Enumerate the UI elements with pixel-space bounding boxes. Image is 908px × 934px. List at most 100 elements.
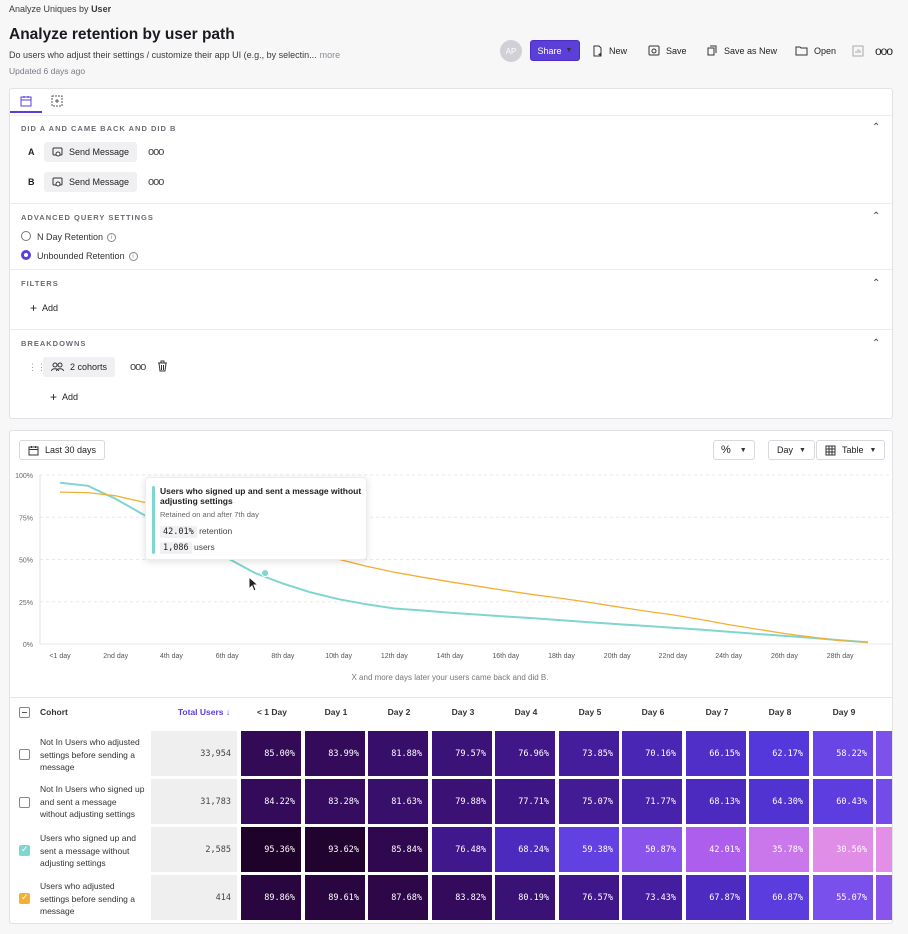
retention-cell[interactable]: 89.86% [241,875,301,920]
retention-cell[interactable]: 76.57% [559,875,619,920]
retention-cell[interactable]: 60.43% [813,779,873,824]
retention-cell[interactable]: 85.00% [241,731,301,776]
day-column-header[interactable]: Day 6 [641,707,665,717]
row-checkbox[interactable]: ✓ [19,892,30,904]
unbounded-retention-radio[interactable] [21,250,31,260]
breakdown-cohorts-chip[interactable]: 2 cohorts [43,357,116,377]
event-chip-b[interactable]: Send Message [44,172,138,192]
row-checkbox[interactable] [19,749,30,760]
day-column-header[interactable]: Day 5 [578,707,602,717]
retention-cell[interactable]: 93.62% [305,827,365,872]
save-as-new-button[interactable]: Save as New [707,40,777,61]
retention-cell[interactable]: 76.96% [495,731,555,776]
cohort-label[interactable]: Not In Users who signed up and sent a me… [40,784,145,819]
info-icon[interactable]: i [128,252,138,262]
add-filter-button[interactable]: + Add [30,301,59,315]
retention-cell[interactable]: 77.71% [495,779,555,824]
more-link[interactable]: more [319,50,341,60]
retention-cell[interactable]: 89.61% [305,875,365,920]
retention-cell[interactable]: 81.88% [368,731,428,776]
retention-cell[interactable]: 30.56% [813,827,873,872]
retention-cell[interactable]: 95.36% [241,827,301,872]
day-column-header[interactable]: Day 8 [768,707,792,717]
day-column-header[interactable]: Day 1 [324,707,348,717]
interval-select[interactable]: Day ▼ [768,440,815,460]
row-checkbox[interactable] [19,797,30,808]
select-tab[interactable] [51,95,63,110]
day-column-header[interactable]: Day 3 [451,707,475,717]
event-chip-a[interactable]: Send Message [44,142,138,162]
retention-cell[interactable]: 73.85% [559,731,619,776]
day-column-header[interactable]: < 1 Day [256,707,287,717]
retention-cell[interactable]: 83.99% [305,731,365,776]
query-builder: DID A AND CAME BACK AND DID B ⌃ A Send M… [9,88,893,419]
day-column-header[interactable]: Day 2 [387,707,411,717]
cohort-label[interactable]: Not In Users who adjusted settings befor… [40,737,140,772]
day-column-header[interactable]: Day 4 [514,707,538,717]
collapse-chevron-icon[interactable]: ⌃ [872,278,881,289]
retention-cell[interactable]: 83.82% [432,875,492,920]
new-button[interactable]: New [592,40,627,61]
cohort-label[interactable]: Users who adjusted settings before sendi… [40,881,135,916]
retention-cell[interactable]: 60.87% [749,875,809,920]
collapse-chevron-icon[interactable]: ⌃ [872,122,881,133]
retention-cell[interactable]: 81.63% [368,779,428,824]
retention-cell[interactable]: 84.22% [241,779,301,824]
retention-cell[interactable]: 70.16% [622,731,682,776]
trash-icon[interactable] [157,360,168,375]
total-users-column-header[interactable]: Total Users ↓ [177,707,231,717]
retention-cell[interactable]: 55.07% [813,875,873,920]
cohort-column-header[interactable]: Cohort [40,707,68,717]
retention-cell[interactable]: 75.07% [559,779,619,824]
drag-handle-icon[interactable]: ⋮⋮ [28,362,46,372]
row-checkbox[interactable]: ✓ [19,844,30,856]
more-options-button[interactable]: ooo [875,43,893,58]
retention-cell[interactable]: 76.48% [432,827,492,872]
day-column-header[interactable]: Day 7 [705,707,729,717]
add-breakdown-button[interactable]: + Add [50,390,79,404]
day-column-header[interactable]: Day 9 [832,707,856,717]
users-icon [51,362,64,372]
retention-cell[interactable]: 35.78% [749,827,809,872]
retention-cell[interactable]: 67.87% [686,875,746,920]
view-select[interactable]: Table ▼ [816,440,886,460]
collapse-chevron-icon[interactable]: ⌃ [872,338,881,349]
retention-cell[interactable]: 62.17% [749,731,809,776]
calendar-tab[interactable] [20,95,32,110]
retention-cell[interactable]: 79.57% [432,731,492,776]
collapse-chevron-icon[interactable]: ⌃ [872,211,881,222]
metric-toggle[interactable]: % ▼ [713,440,755,460]
advanced-settings-label: ADVANCED QUERY SETTINGS [21,213,154,222]
retention-cell[interactable]: 66.15% [686,731,746,776]
n-day-retention-radio[interactable] [21,231,31,241]
cohort-label[interactable]: Users who signed up and sent a message w… [40,833,136,868]
retention-cell[interactable]: 42.01% [686,827,746,872]
select-all-checkbox[interactable] [19,707,30,718]
retention-cell[interactable]: 68.24% [495,827,555,872]
retention-cell[interactable]: 80.19% [495,875,555,920]
open-button[interactable]: Open [795,40,836,61]
analyze-entity[interactable]: User [91,4,112,14]
report-title[interactable]: Analyze retention by user path [9,26,235,43]
retention-cell[interactable]: 58.22% [813,731,873,776]
retention-cell[interactable]: 85.84% [368,827,428,872]
add-to-board-button[interactable] [852,40,864,61]
event-b-menu-icon[interactable]: ooo [148,176,164,188]
retention-cell[interactable]: 59.38% [559,827,619,872]
retention-cell[interactable]: 68.13% [686,779,746,824]
retention-cell[interactable]: 64.30% [749,779,809,824]
save-button[interactable]: Save [648,40,687,61]
retention-line-chart[interactable]: 0% 25% 50% 75% 100% <1 day 2nd day 4th day 6th d… [0,460,908,710]
info-icon[interactable]: i [107,233,117,243]
breakdown-menu-icon[interactable]: ooo [130,361,146,373]
retention-cell[interactable]: 50.87% [622,827,682,872]
retention-cell[interactable]: 87.68% [368,875,428,920]
event-a-menu-icon[interactable]: ooo [148,146,164,158]
share-button[interactable]: Share ▼ [530,40,580,61]
date-range-picker[interactable]: Last 30 days [19,440,106,460]
avatar[interactable]: AP [500,40,522,62]
retention-cell[interactable]: 71.77% [622,779,682,824]
retention-cell[interactable]: 79.88% [432,779,492,824]
retention-cell[interactable]: 83.28% [305,779,365,824]
retention-cell[interactable]: 73.43% [622,875,682,920]
